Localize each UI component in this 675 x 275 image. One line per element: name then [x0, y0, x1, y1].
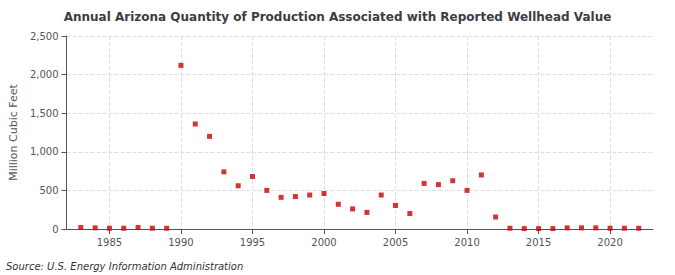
svg-text:1,000: 1,000	[30, 146, 59, 157]
svg-text:2,500: 2,500	[30, 31, 59, 42]
svg-text:2005: 2005	[383, 237, 408, 248]
svg-text:2020: 2020	[597, 237, 622, 248]
svg-text:0: 0	[52, 224, 58, 235]
svg-text:2000: 2000	[311, 237, 336, 248]
svg-text:1,500: 1,500	[30, 108, 59, 119]
svg-text:2010: 2010	[454, 237, 479, 248]
svg-text:Annual Arizona Quantity of Pro: Annual Arizona Quantity of Production As…	[64, 10, 612, 24]
svg-text:Million Cubic Feet: Million Cubic Feet	[7, 83, 20, 180]
svg-text:1990: 1990	[168, 237, 193, 248]
svg-text:Source: U.S. Energy Informatio: Source: U.S. Energy Information Administ…	[6, 261, 243, 272]
svg-text:1995: 1995	[240, 237, 265, 248]
svg-text:1985: 1985	[97, 237, 122, 248]
svg-text:500: 500	[39, 185, 58, 196]
svg-text:2015: 2015	[526, 237, 551, 248]
svg-text:2,000: 2,000	[30, 69, 59, 80]
